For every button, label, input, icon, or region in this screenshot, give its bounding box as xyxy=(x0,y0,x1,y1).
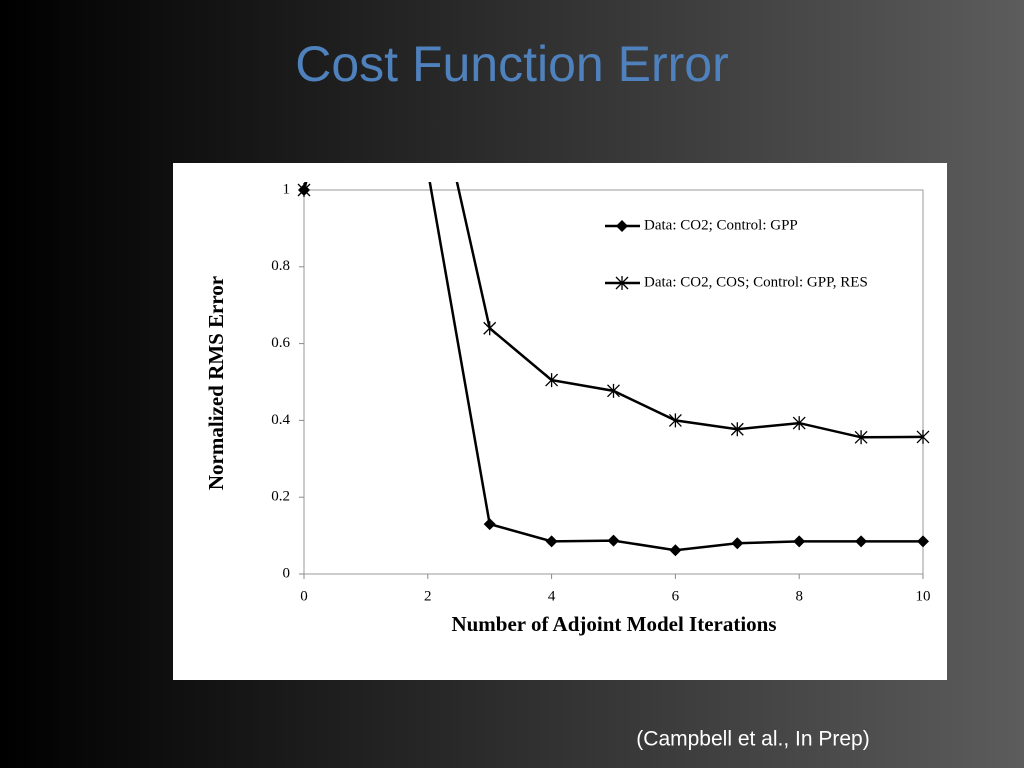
marker-asterisk xyxy=(615,276,629,290)
x-tick-label: 2 xyxy=(424,588,432,604)
marker-asterisk xyxy=(607,383,620,398)
marker-diamond xyxy=(616,220,628,232)
x-tick-label: 4 xyxy=(548,588,556,604)
marker-diamond xyxy=(483,518,496,531)
marker-diamond xyxy=(917,535,929,548)
y-tick-label: 0 xyxy=(283,565,291,581)
marker-asterisk xyxy=(916,429,930,444)
plot-area xyxy=(297,182,930,557)
chart-panel xyxy=(173,163,947,680)
y-tick-label: 0.2 xyxy=(271,489,290,505)
marker-diamond xyxy=(607,534,620,547)
marker-asterisk xyxy=(792,416,806,431)
x-axis-label: Number of Adjoint Model Iterations xyxy=(451,612,776,636)
marker-asterisk xyxy=(545,373,559,388)
marker-diamond xyxy=(669,544,682,557)
marker-asterisk xyxy=(668,413,682,428)
y-tick-label: 0.4 xyxy=(271,412,290,428)
marker-asterisk xyxy=(483,321,497,336)
marker-asterisk xyxy=(854,430,868,445)
y-tick-label: 1 xyxy=(283,181,291,197)
x-tick-label: 8 xyxy=(795,588,803,604)
citation: (Campbell et al., In Prep) xyxy=(636,728,869,751)
marker-asterisk xyxy=(297,183,311,197)
y-tick-label: 0.8 xyxy=(271,258,290,274)
marker-diamond xyxy=(731,537,744,550)
x-tick-label: 0 xyxy=(300,588,308,604)
marker-diamond xyxy=(793,535,806,548)
legend-label: Data: CO2; Control: GPP xyxy=(644,217,798,233)
marker-diamond xyxy=(545,535,558,548)
x-tick-label: 10 xyxy=(916,588,931,604)
legend-label: Data: CO2, COS; Control: GPP, RES xyxy=(644,274,868,290)
marker-asterisk xyxy=(730,422,744,437)
slide-title: Cost Function Error xyxy=(295,36,728,92)
marker-diamond xyxy=(855,535,868,548)
y-tick-label: 0.6 xyxy=(271,335,290,351)
y-axis-label: Normalized RMS Error xyxy=(204,276,228,490)
x-tick-label: 6 xyxy=(672,588,680,604)
plot-frame xyxy=(303,189,924,575)
